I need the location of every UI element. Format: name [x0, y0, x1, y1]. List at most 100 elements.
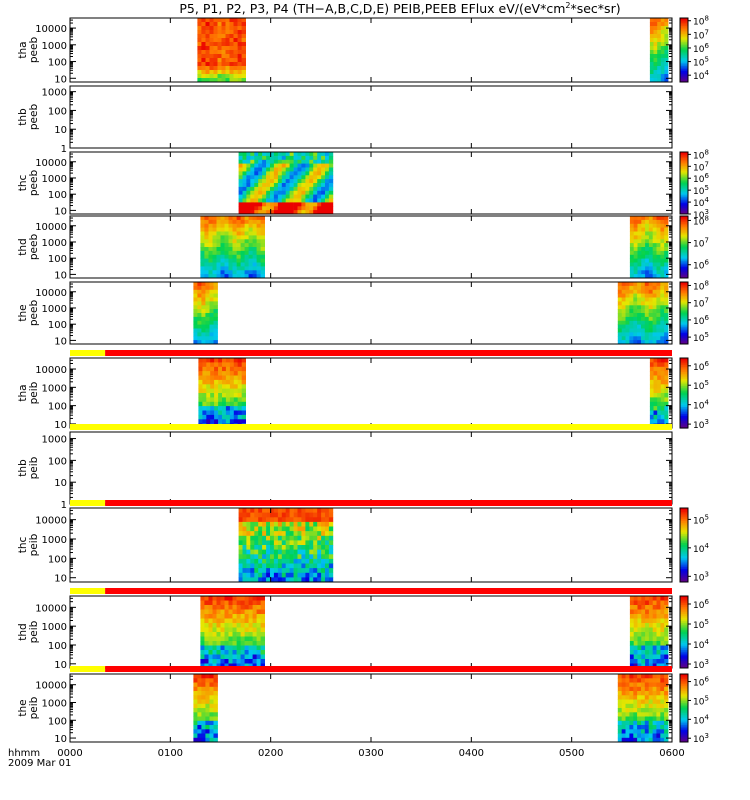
- heatmap-cell: [238, 202, 243, 207]
- heatmap-cell: [641, 301, 646, 306]
- heatmap-cell: [248, 623, 253, 628]
- y-tick-label: 10000: [35, 681, 67, 692]
- y-tick-label: 10: [54, 420, 67, 431]
- heatmap-cell: [240, 254, 245, 260]
- heatmap-cell: [660, 632, 665, 637]
- heatmap-block: [197, 18, 246, 83]
- heatmap-cell: [325, 563, 330, 569]
- colorbar-cell: [680, 66, 688, 69]
- heatmap-cell: [236, 614, 241, 619]
- heatmap-block: [617, 674, 669, 743]
- heatmap-cell: [637, 336, 642, 341]
- heatmap-cell: [657, 58, 662, 63]
- heatmap-cell: [256, 600, 261, 606]
- heatmap-cell: [256, 618, 261, 624]
- heatmap-cell: [224, 243, 229, 248]
- heatmap-cell: [246, 179, 251, 184]
- heatmap-cell: [201, 78, 206, 83]
- heatmap-cell: [313, 526, 318, 532]
- colorbar-cell: [680, 398, 688, 401]
- heatmap-cell: [241, 34, 246, 39]
- heatmap-cell: [200, 250, 205, 256]
- heatmap-cell: [648, 227, 654, 232]
- heatmap-cell: [629, 219, 635, 225]
- heatmap-cell: [281, 531, 287, 537]
- heatmap-cell: [256, 216, 261, 221]
- heatmap-cell: [222, 414, 227, 420]
- heatmap-cell: [260, 614, 265, 619]
- heatmap-cell: [653, 406, 658, 411]
- heatmap-cell: [325, 549, 330, 555]
- heatmap-cell: [305, 577, 310, 583]
- heatmap-cell: [209, 725, 214, 730]
- heatmap-cell: [652, 650, 657, 655]
- heatmap-cell: [629, 678, 634, 683]
- heatmap-cell: [270, 540, 275, 546]
- y-tick-label: 1000: [42, 535, 67, 546]
- heatmap-cell: [197, 62, 202, 67]
- heatmap-cell: [210, 388, 215, 394]
- heatmap-cell: [664, 674, 669, 679]
- heatmap-cell: [293, 175, 298, 180]
- heatmap-cell: [197, 46, 202, 51]
- heatmap-cell: [210, 371, 215, 376]
- heatmap-cell: [238, 540, 243, 546]
- heatmap-cell: [270, 163, 275, 168]
- heatmap-cell: [236, 254, 241, 260]
- heatmap-cell: [236, 618, 241, 624]
- heatmap-cell: [242, 521, 247, 527]
- colorbar-tick-exponent: 3: [704, 570, 708, 578]
- heatmap-cell: [657, 384, 662, 390]
- heatmap-cell: [232, 227, 237, 232]
- colorbar-cell: [680, 410, 688, 413]
- y-axis-label: peib: [28, 533, 40, 556]
- heatmap-cell: [222, 366, 227, 372]
- heatmap-cell: [212, 654, 217, 660]
- heatmap-cell: [664, 362, 669, 368]
- colorbar-cell: [680, 368, 688, 371]
- heatmap-cell: [232, 618, 237, 624]
- heatmap-cell: [206, 371, 211, 376]
- heatmap-cell: [641, 645, 646, 651]
- y-tick-label: 100: [48, 106, 67, 117]
- heatmap-cell: [258, 554, 263, 560]
- heatmap-cell: [224, 636, 229, 642]
- colorbar-cell: [680, 212, 688, 215]
- heatmap-cell: [273, 545, 279, 550]
- colorbar-cell: [680, 530, 688, 533]
- heatmap-cell: [200, 614, 205, 619]
- heatmap-cell: [193, 703, 198, 709]
- heatmap-cell: [229, 74, 234, 79]
- heatmap-cell: [198, 375, 203, 381]
- heatmap-cell: [244, 235, 249, 240]
- heatmap-cell: [236, 659, 241, 664]
- heatmap-cell: [641, 720, 646, 726]
- heatmap-cell: [629, 641, 635, 646]
- heatmap-cell: [621, 720, 626, 726]
- heatmap-cell: [652, 316, 657, 322]
- heatmap-cell: [229, 54, 234, 59]
- heatmap-cell: [232, 614, 237, 619]
- heatmap-cell: [216, 609, 221, 615]
- heatmap-cell: [664, 324, 669, 329]
- colorbar-cell: [680, 319, 688, 322]
- x-tick-label: 0200: [258, 748, 283, 759]
- heatmap-cell: [660, 645, 665, 651]
- heatmap-cell: [197, 301, 202, 306]
- heatmap-cell: [254, 540, 259, 546]
- heatmap-cell: [305, 210, 310, 215]
- heatmap-cell: [309, 175, 314, 180]
- heatmap-cell: [252, 641, 257, 646]
- heatmap-cell: [225, 66, 230, 71]
- heatmap-cell: [648, 627, 654, 633]
- heatmap-cell: [210, 358, 215, 363]
- heatmap-cell: [660, 285, 665, 291]
- heatmap-cell: [648, 600, 654, 606]
- heatmap-cell: [246, 554, 251, 560]
- heatmap-cell: [236, 600, 241, 606]
- heatmap-cell: [244, 270, 249, 275]
- heatmap-cell: [633, 247, 638, 252]
- heatmap-cell: [244, 247, 249, 252]
- heatmap-cell: [244, 274, 249, 279]
